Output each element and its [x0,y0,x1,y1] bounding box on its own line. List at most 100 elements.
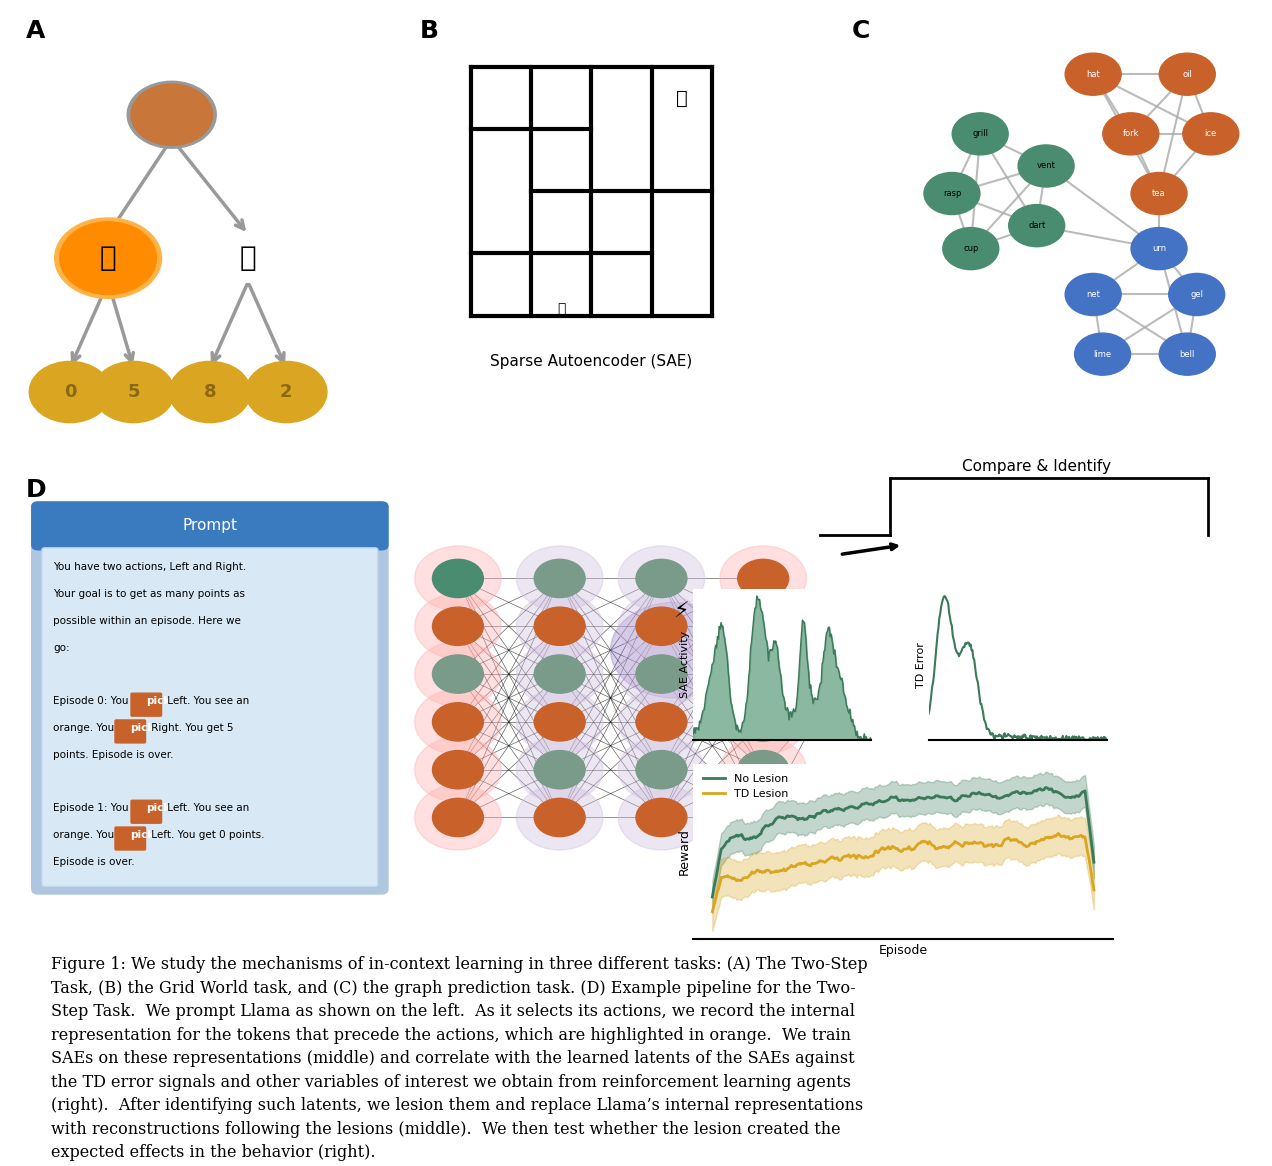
Text: oil: oil [1183,70,1192,78]
Text: tea: tea [1152,189,1166,198]
Line: No Lesion: No Lesion [712,787,1094,897]
Circle shape [60,222,156,295]
Circle shape [432,751,483,788]
Text: 5: 5 [127,382,140,401]
TD Lesion [1051,827,1066,841]
Text: grill: grill [972,129,988,139]
Circle shape [618,689,705,754]
No Lesion [1052,786,1067,800]
Circle shape [636,607,687,646]
Circle shape [738,799,789,837]
TD Lesion [939,841,954,855]
Text: Left. You see an: Left. You see an [164,696,249,707]
TD Lesion [1086,883,1102,897]
Text: fork: fork [1123,129,1138,139]
Circle shape [618,546,705,611]
FancyBboxPatch shape [131,693,162,716]
Circle shape [923,173,979,215]
Circle shape [415,689,501,754]
Text: 8: 8 [204,382,216,401]
Circle shape [953,113,1009,155]
Circle shape [636,560,687,597]
Circle shape [1183,113,1239,155]
Text: points. Episode is over.: points. Episode is over. [53,750,174,759]
Circle shape [432,607,483,646]
Text: lime: lime [1094,350,1112,359]
FancyBboxPatch shape [131,800,162,823]
Circle shape [1009,204,1065,247]
Circle shape [720,785,806,850]
Text: orange. You: orange. You [53,830,118,840]
Text: Prompt: Prompt [182,519,238,533]
Circle shape [636,799,687,837]
No Lesion [1086,855,1102,869]
Text: hat: hat [1086,70,1100,78]
Text: Left. You see an: Left. You see an [164,803,249,813]
Circle shape [720,641,806,707]
Circle shape [534,607,585,646]
Text: Left. You get 0 points.: Left. You get 0 points. [148,830,265,840]
Circle shape [516,593,603,659]
Circle shape [415,641,501,707]
Text: possible within an episode. Here we: possible within an episode. Here we [53,616,242,626]
Circle shape [720,546,806,611]
Text: B: B [420,19,439,43]
Text: 0: 0 [64,382,76,401]
Text: D: D [25,478,46,503]
Text: ⚡: ⚡ [673,602,688,621]
Circle shape [1018,145,1074,187]
Text: Right. You get 5: Right. You get 5 [148,723,234,732]
Circle shape [1131,173,1187,215]
Circle shape [131,84,212,146]
FancyBboxPatch shape [32,501,388,550]
Circle shape [784,666,870,730]
Circle shape [1131,227,1187,269]
Text: 🌿: 🌿 [557,302,566,316]
Text: 2: 2 [280,382,293,401]
Text: vent: vent [1037,161,1056,170]
Text: orange. You: orange. You [53,723,118,732]
Circle shape [415,785,501,850]
Circle shape [1065,274,1121,316]
Text: gel: gel [1191,290,1203,298]
Circle shape [516,689,603,754]
Text: A: A [25,19,45,43]
Circle shape [516,737,603,802]
Circle shape [943,227,999,269]
Text: bell: bell [1179,350,1194,359]
Circle shape [534,560,585,597]
Line: TD Lesion: TD Lesion [712,834,1094,912]
Circle shape [618,785,705,850]
TD Lesion [931,842,946,856]
Circle shape [534,703,585,742]
Text: net: net [1086,290,1100,298]
Text: Your goal is to get as many points as: Your goal is to get as many points as [53,589,245,599]
Circle shape [618,737,705,802]
No Lesion [931,789,946,803]
Text: Episode is over.: Episode is over. [53,857,135,866]
Circle shape [636,655,687,693]
Circle shape [432,655,483,693]
Circle shape [516,546,603,611]
Text: Episode 1: You: Episode 1: You [53,803,132,813]
Circle shape [636,751,687,788]
Y-axis label: SAE Activity: SAE Activity [681,631,691,698]
Circle shape [432,703,483,742]
FancyBboxPatch shape [114,719,145,743]
Circle shape [432,560,483,597]
FancyBboxPatch shape [42,548,378,886]
No Lesion [705,890,720,904]
Text: You have two actions, Left and Right.: You have two actions, Left and Right. [53,562,247,573]
Text: urn: urn [1152,244,1166,253]
Circle shape [1103,113,1159,155]
Circle shape [55,218,162,298]
Circle shape [738,655,789,693]
Text: Figure 1: We study the mechanisms of in-context learning in three different task: Figure 1: We study the mechanisms of in-… [51,956,868,1161]
Circle shape [93,361,174,422]
Circle shape [738,607,789,646]
Circle shape [618,593,705,659]
Circle shape [738,751,789,788]
No Lesion [932,789,948,803]
Text: ice: ice [1205,129,1217,139]
Circle shape [720,737,806,802]
